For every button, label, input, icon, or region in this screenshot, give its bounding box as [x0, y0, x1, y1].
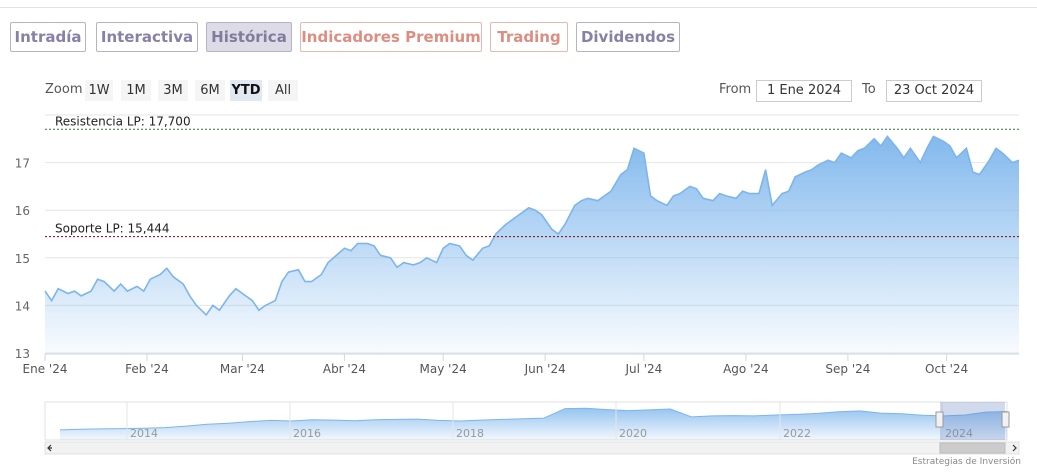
x-tick-label: Oct '24 — [925, 362, 968, 376]
zoom-all-button[interactable]: All — [268, 80, 298, 101]
scroll-right-arrow-icon[interactable] — [1012, 444, 1017, 452]
y-tick-label: 17 — [15, 157, 30, 171]
tab-historica[interactable]: Histórica — [206, 22, 292, 52]
zoom-3m-button[interactable]: 3M — [158, 80, 188, 101]
x-tick-label: Feb '24 — [125, 362, 169, 376]
from-date-input[interactable]: 1 Ene 2024 — [756, 80, 852, 102]
x-tick-label: Ago '24 — [723, 362, 769, 376]
navigator-tick-label: 2018 — [456, 427, 484, 440]
navigator-right-handle[interactable] — [1001, 411, 1010, 428]
navigator-area — [60, 408, 1007, 440]
tab-trading[interactable]: Trading — [490, 22, 568, 52]
x-tick-label: Ene '24 — [23, 362, 68, 376]
chart-credit: Estrategias de Inversión — [912, 457, 1021, 467]
tab-dividendos[interactable]: Dividendos — [576, 22, 680, 52]
navigator[interactable]: 2014 2016 2018 2020 2022 2024 — [44, 401, 1020, 455]
scrollbar-thumb[interactable] — [939, 442, 1006, 454]
scrollbar-track — [44, 441, 1020, 455]
zoom-6m-button[interactable]: 6M — [195, 80, 225, 101]
y-tick-label: 16 — [15, 204, 30, 218]
navigator-tick-label: 2024 — [945, 427, 973, 440]
resistance-label: Resistencia LP: 17,700 — [55, 114, 191, 128]
to-label: To — [862, 82, 876, 97]
tab-indicadores-premium[interactable]: Indicadores Premium — [300, 22, 482, 52]
navigator-left-handle[interactable] — [935, 411, 944, 428]
x-tick-label: Mar '24 — [220, 362, 265, 376]
y-axis-labels: 13 14 15 16 17 — [15, 157, 30, 361]
y-tick-label: 14 — [15, 299, 30, 313]
x-tick-label: Jul '24 — [624, 362, 662, 376]
x-tick-label: Jun '24 — [524, 362, 566, 376]
from-label: From — [719, 82, 752, 97]
zoom-1w-button[interactable]: 1W — [85, 80, 113, 101]
navigator-tick-label: 2022 — [783, 427, 811, 440]
navigator-mask — [940, 402, 1005, 440]
to-date-input[interactable]: 23 Oct 2024 — [886, 80, 982, 102]
navigator-tick-label: 2016 — [293, 427, 321, 440]
series-line[interactable] — [44, 135, 1020, 317]
support-label: Soporte LP: 15,444 — [55, 222, 170, 236]
y-tick-label: 13 — [15, 347, 30, 361]
scroll-left-arrow-icon[interactable] — [47, 444, 52, 452]
x-tick-label: Sep '24 — [825, 362, 870, 376]
plot-lines: Resistencia LP: 17,700 Soporte LP: 15,444 — [45, 114, 1019, 238]
x-axis: Ene '24 Feb '24 Mar '24 Abr '24 May '24 Jun '… — [23, 353, 1019, 376]
zoom-label: Zoom — [45, 82, 83, 97]
zoom-ytd-button[interactable]: YTD — [230, 80, 262, 101]
x-tick-label: Abr '24 — [323, 362, 366, 376]
tab-intradia[interactable]: Intradía — [10, 22, 86, 52]
tab-interactiva[interactable]: Interactiva — [96, 22, 198, 52]
x-tick-label: May '24 — [420, 362, 467, 376]
series-area — [45, 136, 1019, 353]
navigator-line — [59, 407, 1008, 431]
navigator-tick-label: 2020 — [619, 427, 647, 440]
zoom-1m-button[interactable]: 1M — [121, 80, 151, 101]
y-tick-label: 15 — [15, 252, 30, 266]
navigator-tick-label: 2014 — [130, 427, 158, 440]
top-divider — [0, 7, 1037, 8]
